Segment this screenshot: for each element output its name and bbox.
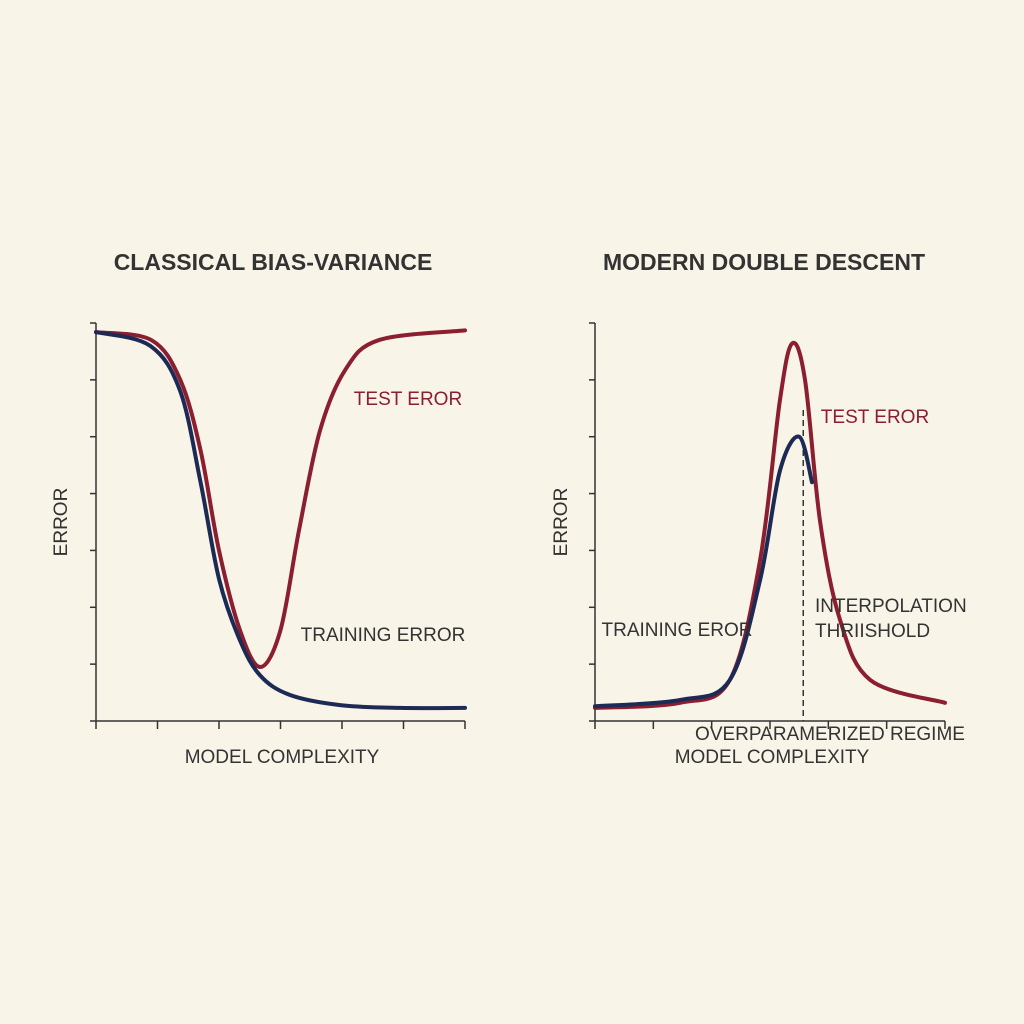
chart-title: CLASSICAL BIAS-VARIANCE xyxy=(114,249,433,275)
x-axis-label: MODEL COMPLEXITY xyxy=(185,747,380,768)
series-label: TEST EROR xyxy=(821,407,929,428)
series-label: TRAINING EROR xyxy=(602,620,753,641)
x-axis-label: MODEL COMPLEXITY xyxy=(675,747,870,768)
threshold-label: INTERPOLATION xyxy=(815,596,967,617)
series-label: TRAINING ERROR xyxy=(301,625,466,646)
line xyxy=(593,434,814,709)
line xyxy=(94,330,467,711)
y-axis-label: ERROR xyxy=(51,488,72,557)
threshold-label: THRIISHOLD xyxy=(815,621,930,642)
y-axis-label: ERROR xyxy=(551,488,572,557)
series-label: TEST EROR xyxy=(354,389,462,410)
regime-label: OVERPARAMERIZED REGIME xyxy=(695,724,965,745)
chart-title: MODERN DOUBLE DESCENT xyxy=(603,249,925,275)
line xyxy=(94,328,467,669)
